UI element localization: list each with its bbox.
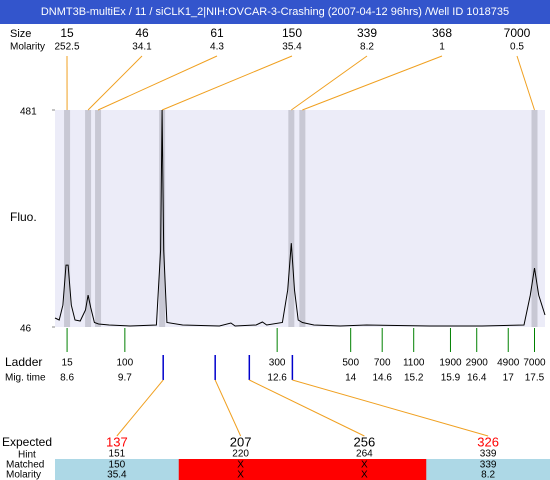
molarity-row-label: Molarity (6, 470, 41, 480)
expected-connector (292, 379, 489, 437)
ladder-time: 12.6 (267, 373, 287, 384)
mig-time-label: Mig. time (5, 373, 46, 384)
peak-molarity: 0.5 (510, 42, 524, 53)
molarity-label: Molarity (10, 42, 45, 53)
matched-molarity: 8.2 (481, 470, 495, 480)
ladder-label: Ladder (5, 355, 42, 369)
peak-molarity: 34.1 (132, 42, 152, 53)
match-cell (55, 459, 180, 480)
ladder-size: 300 (269, 358, 286, 369)
peak-connector (161, 55, 293, 111)
peak-band (95, 110, 102, 327)
peak-molarity: 252.5 (54, 42, 79, 53)
peak-size: 15 (60, 26, 74, 40)
size-label: Size (10, 28, 31, 40)
match-cell (178, 459, 303, 480)
peak-size: 339 (357, 26, 377, 40)
peak-size: 368 (432, 26, 452, 40)
ladder-time: 15.2 (404, 373, 424, 384)
expected-size: 137 (106, 434, 128, 449)
ladder-time: 16.4 (467, 373, 487, 384)
title: DNMT3B-multiEx / 11 / siCLK1_2|NIH:OVCAR… (41, 6, 509, 18)
peak-band (288, 110, 295, 327)
expected-connector (249, 379, 365, 437)
match-cell (426, 459, 550, 480)
peak-band (159, 110, 166, 327)
peak-connector (87, 55, 143, 111)
ladder-size: 4900 (497, 358, 520, 369)
trace (54, 109, 546, 327)
ladder-size: 500 (342, 358, 359, 369)
peak-size: 150 (282, 26, 302, 40)
peak-molarity: 4.3 (210, 42, 224, 53)
peak-size: 46 (135, 26, 149, 40)
matched-size: X (237, 460, 244, 471)
hint-size: 151 (109, 449, 126, 460)
y-tick-label: 481 (20, 107, 37, 118)
peak-connector (516, 55, 535, 111)
ladder-time: 14.6 (372, 373, 392, 384)
ladder-size: 2900 (466, 358, 489, 369)
ladder-time: 17 (503, 373, 515, 384)
expected-connector (116, 379, 164, 437)
peak-connector (302, 55, 443, 111)
ladder-time: 15.9 (441, 373, 461, 384)
matched-size: 150 (109, 460, 126, 471)
matched-molarity: X (237, 470, 244, 480)
peak-molarity: 8.2 (360, 42, 374, 53)
hint-size: 264 (356, 449, 373, 460)
expected-label: Expected (2, 435, 52, 449)
peak-band (85, 110, 92, 327)
peak-size: 61 (210, 26, 224, 40)
expected-size: 256 (354, 434, 376, 449)
ladder-size: 700 (374, 358, 391, 369)
ladder-time: 8.6 (60, 373, 74, 384)
peak-band (531, 110, 538, 327)
matched-label: Matched (6, 460, 44, 471)
match-cell (302, 459, 427, 480)
hint-size: 220 (232, 449, 249, 460)
peak-connector (291, 55, 368, 111)
peak-band (64, 110, 71, 327)
ladder-size: 7000 (523, 358, 546, 369)
expected-size: 326 (477, 434, 499, 449)
hint-size: 339 (480, 449, 497, 460)
ladder-time: 14 (345, 373, 357, 384)
hint-label: Hint (18, 450, 36, 461)
expected-size: 207 (230, 434, 252, 449)
ladder-size: 1900 (439, 358, 462, 369)
matched-size: X (361, 460, 368, 471)
peak-connector (97, 55, 218, 111)
expected-connector (214, 379, 242, 437)
title-bar (0, 0, 550, 24)
matched-molarity: 35.4 (107, 470, 127, 480)
ladder-size: 1100 (403, 358, 425, 369)
ladder-size: 100 (117, 358, 134, 369)
y-axis-label: Fluo. (10, 210, 37, 224)
ladder-time: 9.7 (118, 373, 132, 384)
peak-molarity: 35.4 (282, 42, 302, 53)
peak-band (299, 110, 306, 327)
ladder-time: 17.5 (525, 373, 545, 384)
ladder-size: 15 (62, 358, 74, 369)
matched-size: 339 (480, 460, 497, 471)
peak-size: 7000 (504, 26, 531, 40)
peak-molarity: 1 (439, 42, 445, 53)
matched-molarity: X (361, 470, 368, 480)
y-tick-label: 46 (20, 324, 32, 335)
